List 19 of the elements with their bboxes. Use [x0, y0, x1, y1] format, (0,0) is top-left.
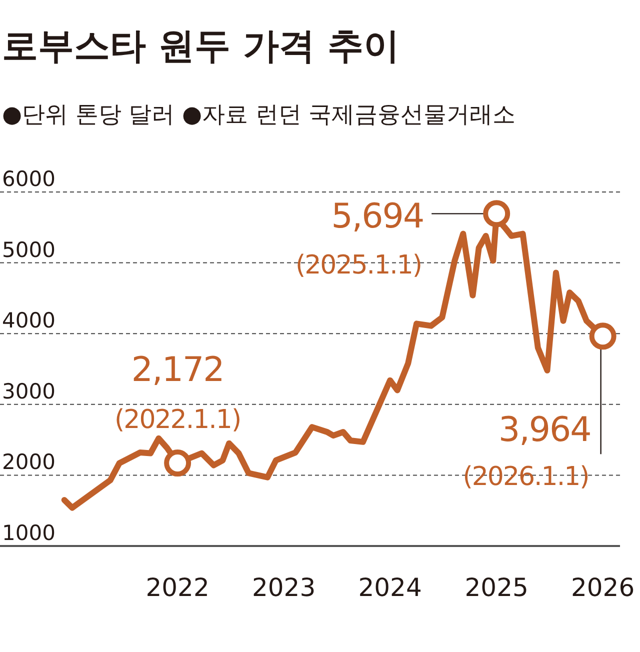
x-tick-label: 2022 — [146, 573, 210, 602]
annotation: (2026.1.1) — [462, 462, 589, 492]
y-tick-label: 2000 — [2, 450, 56, 474]
annotation: (2025.1.1) — [296, 250, 422, 281]
annotation: 3,964 — [498, 410, 591, 450]
y-tick-label: 6000 — [2, 167, 56, 191]
x-tick-label: 2025 — [464, 573, 528, 602]
annotation: 5,694 — [331, 196, 424, 237]
chart-subtitle: ●단위 톤당 달러 ●자료 런던 국제금융선물거래소 — [2, 102, 516, 128]
chart-title: 로부스타 원두 가격 추이 — [2, 26, 400, 67]
y-tick-label: 3000 — [2, 379, 56, 404]
y-tick-label: 5000 — [2, 238, 56, 262]
annotation: (2022.1.1) — [114, 405, 241, 436]
y-tick-label: 1000 — [2, 521, 56, 545]
x-tick-label: 2023 — [252, 573, 316, 602]
x-tick-label: 2024 — [358, 573, 422, 602]
x-tick-label: 2026 — [571, 573, 635, 602]
annotation: 2,172 — [131, 350, 224, 390]
y-tick-label: 4000 — [2, 308, 56, 333]
